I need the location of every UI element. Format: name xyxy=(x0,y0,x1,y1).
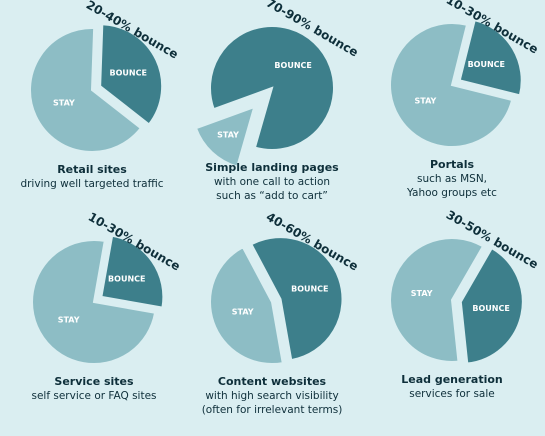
pie-title: Content websites xyxy=(218,375,327,388)
pie-subtitle: services for sale xyxy=(409,388,494,400)
slice-label: BOUNCE xyxy=(110,69,147,78)
pie-title: Simple landing pages xyxy=(205,161,339,174)
pie-subtitle: driving well targeted traffic xyxy=(20,178,163,190)
slice-label: STAY xyxy=(53,99,75,108)
slice-label: STAY xyxy=(58,315,80,324)
slice-label: BOUNCE xyxy=(472,304,509,313)
slice-label: STAY xyxy=(217,131,239,140)
pie-slice xyxy=(209,245,284,365)
slice-label: STAY xyxy=(415,96,437,105)
pie-slice xyxy=(389,237,485,363)
pie-subtitle: with high search visibility xyxy=(205,390,338,402)
pie-slice xyxy=(100,234,165,309)
pie-slice xyxy=(29,27,143,153)
pie-slice xyxy=(99,23,164,126)
pie-title: Service sites xyxy=(54,375,134,388)
pie-slice xyxy=(31,239,157,365)
pie-slice xyxy=(459,246,524,365)
slice-label: BOUNCE xyxy=(108,275,145,284)
pie-title: Lead generation xyxy=(401,373,503,386)
slice-label: BOUNCE xyxy=(274,61,311,70)
pie-subtitle: with one call to action xyxy=(214,176,330,188)
pie-slice xyxy=(250,236,344,362)
slice-label: BOUNCE xyxy=(291,284,328,293)
pie-slice xyxy=(458,18,523,97)
pie-title: Retail sites xyxy=(57,163,127,176)
pie-slice xyxy=(389,22,514,148)
pie-slice xyxy=(194,105,256,168)
slice-label: BOUNCE xyxy=(468,60,505,69)
pie-title: Portals xyxy=(430,158,474,171)
slice-label: STAY xyxy=(411,289,433,298)
pie-subtitle: self service or FAQ sites xyxy=(31,390,156,402)
slice-label: STAY xyxy=(232,308,254,317)
pie-subtitle: such as “add to cart” xyxy=(216,190,328,202)
pie-slice xyxy=(209,25,335,151)
pie-subtitle: such as MSN, xyxy=(417,173,487,185)
pie-subtitle: Yahoo groups etc xyxy=(406,187,497,199)
pie-subtitle: (often for irrelevant terms) xyxy=(202,404,343,416)
